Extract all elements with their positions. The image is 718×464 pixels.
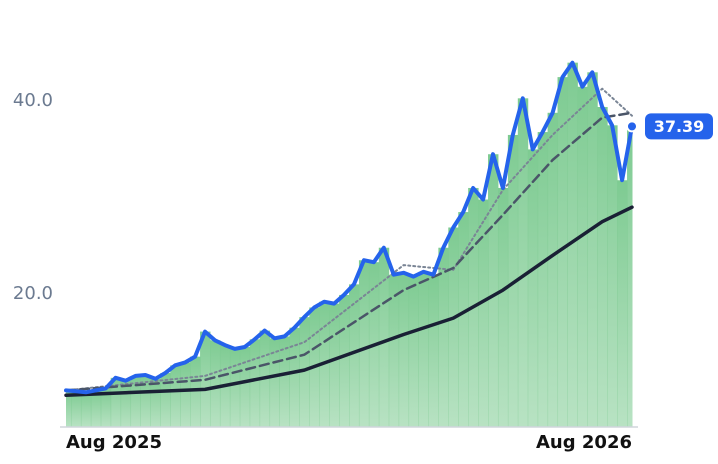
area-bar (597, 106, 608, 427)
area-bar (70, 391, 82, 427)
area-bar (527, 149, 539, 428)
area-bar (239, 346, 251, 427)
area-bar (100, 388, 112, 427)
area-bar (408, 276, 420, 427)
area-bar (587, 72, 598, 427)
area-bar (378, 247, 390, 427)
area-bar (140, 374, 151, 427)
area-bar (80, 392, 92, 427)
last-value-label: 37.39 (654, 117, 705, 136)
area-bar (617, 180, 628, 427)
area-bar (150, 378, 161, 427)
area-bar (478, 199, 489, 427)
area-bar (160, 373, 171, 427)
series-line (65, 87, 633, 392)
last-value-pill (645, 113, 713, 140)
area-bar (120, 380, 132, 427)
area-bar (458, 212, 469, 427)
area-bar (279, 336, 290, 427)
area-bar (90, 390, 102, 427)
area-bar (110, 377, 122, 427)
area-bar (448, 227, 459, 427)
x-tick-label: Aug 2026 (536, 432, 632, 453)
area-bar (329, 303, 340, 427)
series-line (64, 60, 634, 395)
y-tick-label: 20.0 (13, 283, 53, 304)
y-tick-label: 40.0 (13, 90, 53, 111)
area-bar (438, 247, 449, 427)
area-bar (209, 340, 221, 427)
area-bar (299, 317, 310, 427)
area-bar (190, 356, 201, 427)
area-bar (349, 284, 360, 427)
area-bar (517, 98, 529, 427)
area-bar (269, 338, 280, 427)
area-bar (627, 126, 633, 427)
area-bar (567, 62, 578, 427)
area-bar (66, 390, 72, 427)
area-bar (547, 112, 559, 428)
area-bar (398, 272, 410, 427)
area-bar (428, 274, 439, 427)
area-bar (577, 86, 588, 427)
series-line (64, 111, 634, 392)
area-bar (180, 362, 191, 427)
last-point (626, 120, 638, 133)
area-bar (537, 132, 549, 427)
x-tick-label: Aug 2025 (66, 432, 162, 453)
area-bar (418, 271, 429, 427)
area-bar (170, 365, 181, 427)
area-bar (488, 154, 499, 427)
area-bar (358, 260, 370, 427)
area-bar (130, 375, 141, 427)
area-bar (289, 327, 300, 427)
area-bar (339, 294, 350, 427)
area-bar (249, 339, 261, 427)
area-bar (229, 348, 241, 427)
area-bar (607, 125, 618, 427)
area-bar (557, 77, 568, 428)
area-bar (497, 187, 509, 427)
series-line (64, 205, 634, 397)
area-bar (388, 274, 400, 427)
